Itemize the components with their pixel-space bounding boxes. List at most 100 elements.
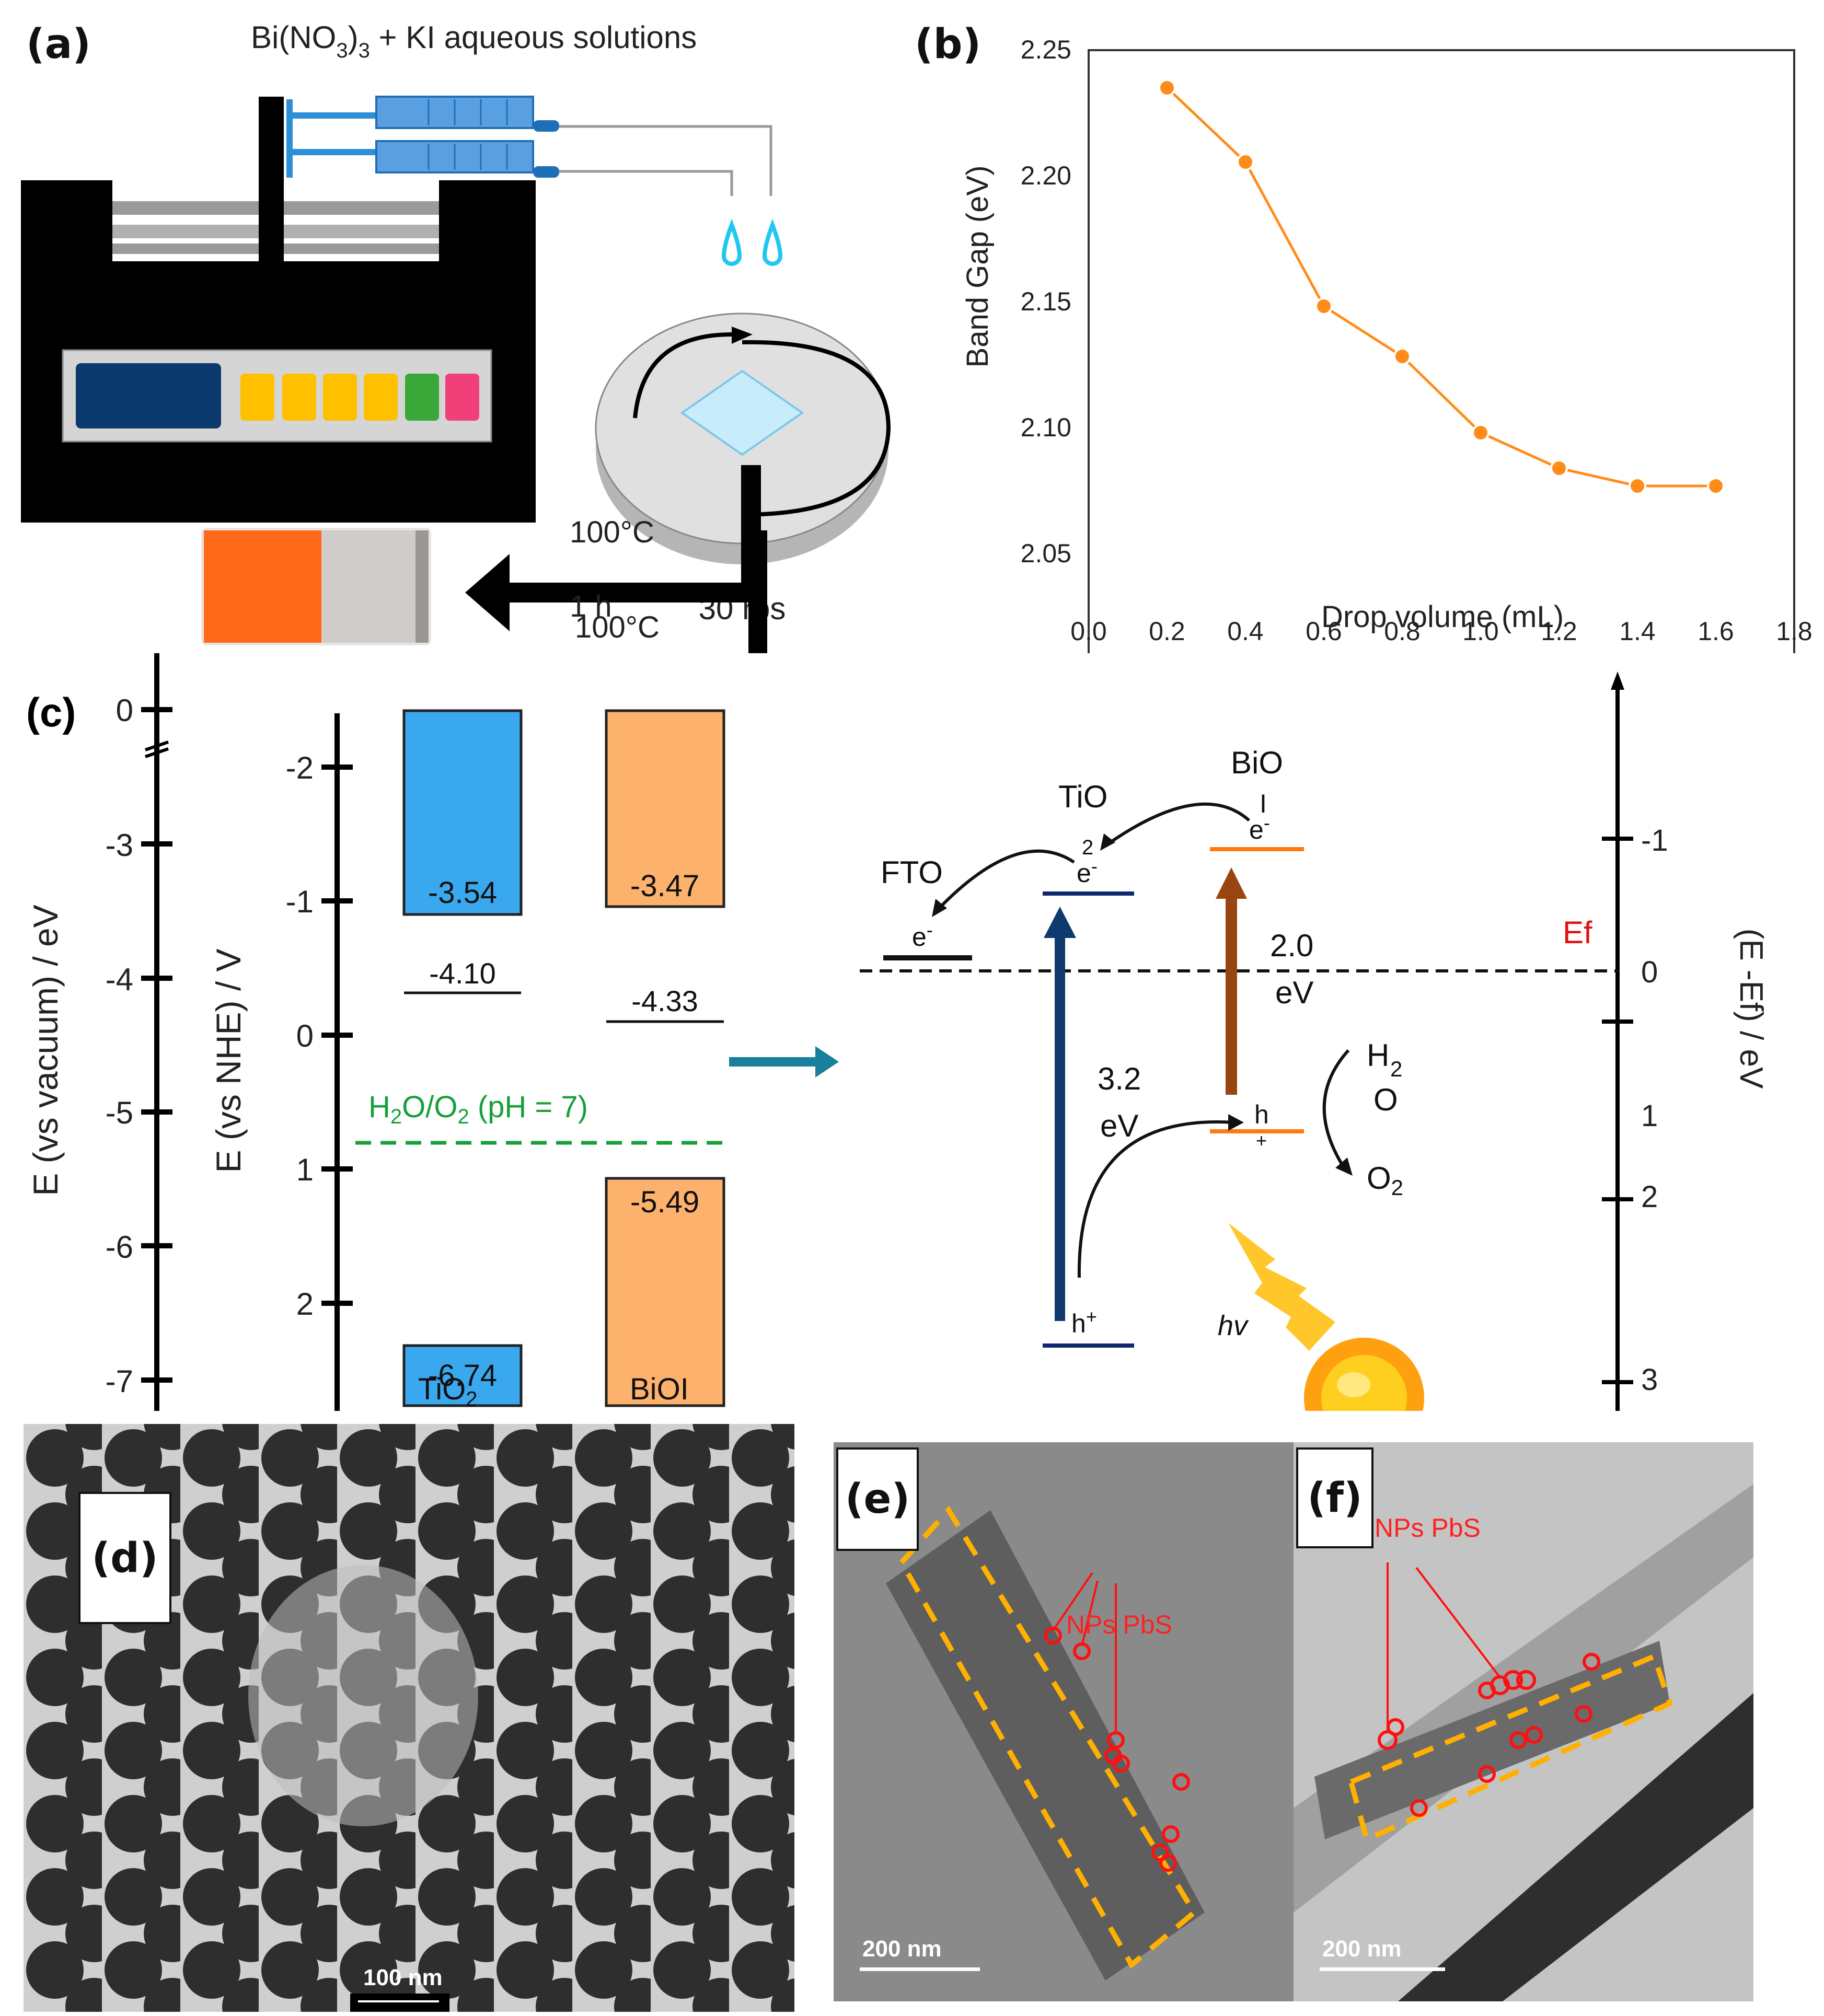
fermi-axis bbox=[1602, 685, 1633, 1411]
vacuum-axis-title: E (vs vacuum) / eV bbox=[26, 905, 65, 1196]
bioi-hole: h bbox=[1254, 1100, 1269, 1129]
x-axis-title: Drop volume (mL) bbox=[1321, 600, 1564, 634]
bioi-valence-band bbox=[605, 1177, 725, 1407]
scale-bar bbox=[350, 1994, 449, 2012]
svg-text:I: I bbox=[1260, 789, 1267, 818]
svg-text:-5: -5 bbox=[106, 1095, 133, 1130]
annotation-arrows bbox=[1052, 1572, 1117, 1732]
bioi-label: BiOI bbox=[630, 1372, 689, 1406]
transition-arrow-icon bbox=[729, 1046, 839, 1077]
panel-e: (e) NPs PbS 200 nm bbox=[834, 1442, 1294, 2001]
svg-text:0: 0 bbox=[296, 1018, 314, 1053]
vacuum-axis bbox=[141, 653, 172, 1411]
electron-transfer-arrow-tio2 bbox=[1107, 802, 1250, 845]
nps-pbs-label-e: NPs PbS bbox=[1066, 1610, 1172, 1639]
ef-label: Ef bbox=[1563, 915, 1592, 950]
tio2-band: -3.54 -4.10 -6.74 bbox=[402, 709, 523, 1407]
tem-scale-label-f: 200 nm bbox=[1322, 1936, 1402, 1962]
svg-text:0: 0 bbox=[116, 693, 133, 728]
svg-text:0.4: 0.4 bbox=[1227, 617, 1264, 646]
sun-icon bbox=[1304, 1338, 1424, 1411]
vacuum-tick-labels: 0 -3 -4 -5 -6 -7 bbox=[106, 693, 133, 1399]
lightning-icon bbox=[1228, 1223, 1335, 1351]
panel-d: (d) 100 nm bbox=[24, 1424, 794, 2012]
panel-a-lower: 1 h bbox=[0, 465, 915, 653]
svg-text:-1: -1 bbox=[1641, 824, 1668, 858]
anneal-temperature-label: 100°C bbox=[570, 515, 654, 549]
tio2-label: TiO2 bbox=[418, 1372, 478, 1411]
pbs-nanoparticle-markers bbox=[1044, 1627, 1190, 1872]
fto-label: FTO bbox=[881, 855, 943, 890]
tio2-hole: h+ bbox=[1071, 1306, 1097, 1338]
svg-text:2.25: 2.25 bbox=[1021, 35, 1071, 64]
svg-text:1.8: 1.8 bbox=[1776, 617, 1813, 646]
svg-text:1.0: 1.0 bbox=[1462, 617, 1499, 646]
svg-text:2.0: 2.0 bbox=[1270, 928, 1313, 963]
svg-text:0: 0 bbox=[1641, 955, 1658, 989]
bioi-excitation-arrow bbox=[1226, 896, 1237, 1095]
svg-text:2.05: 2.05 bbox=[1021, 539, 1071, 568]
svg-text:0.6: 0.6 bbox=[1306, 617, 1342, 646]
svg-text:-5.49: -5.49 bbox=[630, 1185, 699, 1219]
svg-text:O: O bbox=[1373, 1082, 1398, 1117]
svg-text:0.0: 0.0 bbox=[1070, 617, 1107, 646]
svg-text:eV: eV bbox=[1100, 1108, 1138, 1143]
svg-text:H: H bbox=[1367, 1038, 1389, 1073]
nanotube-outline bbox=[898, 1505, 1198, 1969]
rotation-arrow bbox=[742, 340, 891, 517]
scale-bar bbox=[1320, 1967, 1445, 1971]
bioi-band: -3.47 -4.33 -5.49 bbox=[605, 709, 725, 1407]
fermi-tick-labels: -1 0 1 2 3 bbox=[1641, 824, 1668, 1397]
sem-scale-label: 100 nm bbox=[363, 1965, 443, 1990]
spin-coater-icon bbox=[595, 312, 891, 564]
tio2-scheme-label: TiO bbox=[1058, 779, 1107, 814]
panel-b: (b) 0.0 0.2 0.4 0.6 0.8 1.0 1.2 1.4 1.6 … bbox=[915, 0, 1824, 752]
tem-scale-label-e: 200 nm bbox=[862, 1936, 942, 1962]
x-tick-labels: 0.0 0.2 0.4 0.6 0.8 1.0 1.2 1.4 1.6 1.8 bbox=[1070, 617, 1813, 646]
process-arrow-vertical bbox=[741, 465, 761, 602]
svg-text:1.2: 1.2 bbox=[1541, 617, 1577, 646]
band-gap-line bbox=[1166, 87, 1716, 488]
svg-text:3: 3 bbox=[1641, 1363, 1658, 1397]
y-axis-title: Band Gap (eV) bbox=[961, 166, 995, 368]
anneal-time: 1 h bbox=[570, 589, 612, 623]
svg-text:+: + bbox=[1256, 1130, 1267, 1151]
charge-transfer-scheme: -1 0 1 2 3 (E -Ef) / eV Ef FTO e- TiO 2 … bbox=[860, 671, 1769, 1411]
svg-text:eV: eV bbox=[1275, 975, 1313, 1010]
panel-c: (c) 0 -3 -4 -5 -6 -7 E (vs vacuum) / eV bbox=[0, 653, 1824, 1411]
water-oxidation-label: H2O/O2 (pH = 7) bbox=[368, 1090, 588, 1128]
svg-text:0.8: 0.8 bbox=[1384, 617, 1421, 646]
syringe-icon bbox=[286, 96, 772, 196]
panel-f: (f) NPs PbS 200 nm bbox=[1294, 1442, 1753, 2001]
spin-coating-schematic: Bi(NO3)3 + KI aqueous solutions bbox=[21, 20, 891, 683]
data-points bbox=[1158, 79, 1725, 495]
annotation-arrows bbox=[1387, 1562, 1501, 1732]
fto-electron: e- bbox=[912, 919, 933, 952]
tem-image-e bbox=[834, 1442, 1294, 2001]
panel-d-label: (d) bbox=[78, 1492, 171, 1624]
svg-text:-6.74: -6.74 bbox=[428, 1359, 497, 1393]
water-oxidation-arrow bbox=[1322, 1049, 1350, 1172]
svg-text:2.10: 2.10 bbox=[1021, 413, 1071, 442]
axis-arrow-icon bbox=[1611, 671, 1624, 690]
hole-transfer-arrow bbox=[1077, 1120, 1234, 1278]
anneal-temperature: 100°C bbox=[575, 610, 660, 644]
sem-image bbox=[24, 1424, 794, 2012]
bioi-scheme-label: BiO bbox=[1231, 745, 1283, 780]
y-tick-labels: 2.00 2.05 2.10 2.15 2.20 2.25 bbox=[1021, 35, 1071, 694]
svg-text:3.2: 3.2 bbox=[1098, 1061, 1141, 1096]
svg-text:-7: -7 bbox=[106, 1364, 133, 1399]
electron-transfer-arrow-fto bbox=[937, 849, 1075, 911]
bioi-electron: e- bbox=[1249, 812, 1270, 844]
svg-text:1.4: 1.4 bbox=[1619, 617, 1656, 646]
scale-bar bbox=[860, 1967, 980, 1971]
panel-a: (a) Bi(NO3)3 + KI aqueous solutions bbox=[0, 0, 915, 683]
svg-text:-3: -3 bbox=[106, 828, 133, 863]
bioi-film-photo bbox=[201, 528, 431, 645]
pbs-nanoparticle-markers bbox=[1378, 1653, 1600, 1817]
svg-text:1.6: 1.6 bbox=[1698, 617, 1734, 646]
tio2-valence-band bbox=[402, 1344, 523, 1407]
nhe-axis bbox=[321, 713, 353, 1411]
svg-text:-4.10: -4.10 bbox=[429, 957, 496, 990]
svg-text:hv: hv bbox=[1218, 1310, 1249, 1341]
